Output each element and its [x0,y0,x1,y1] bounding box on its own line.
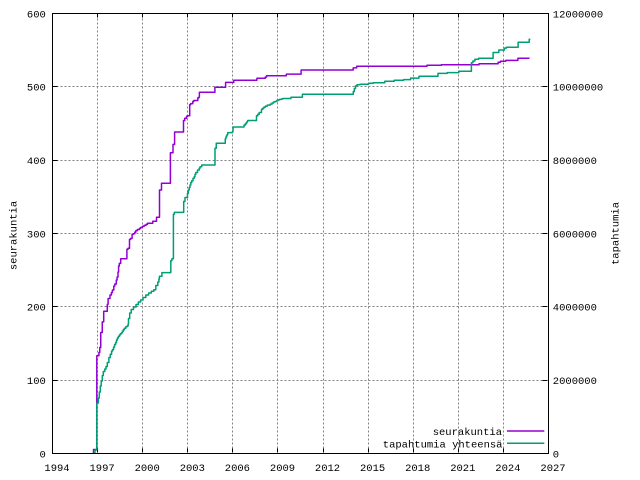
svg-text:2003: 2003 [180,463,205,475]
svg-text:2027: 2027 [540,463,565,475]
svg-text:2024: 2024 [495,463,520,475]
svg-text:500: 500 [27,83,46,95]
svg-text:0: 0 [39,449,45,461]
svg-text:seurakuntia: seurakuntia [9,201,21,270]
svg-text:2006: 2006 [225,463,250,475]
svg-text:6000000: 6000000 [553,229,597,241]
svg-text:4000000: 4000000 [553,303,597,315]
svg-text:1994: 1994 [44,463,69,475]
svg-text:1997: 1997 [89,463,114,475]
svg-text:600: 600 [27,9,46,21]
svg-text:2009: 2009 [270,463,295,475]
svg-text:100: 100 [27,376,46,388]
svg-text:12000000: 12000000 [553,9,603,21]
svg-text:2000000: 2000000 [553,376,597,388]
svg-text:8000000: 8000000 [553,156,597,168]
svg-text:0: 0 [553,449,559,461]
svg-text:2012: 2012 [315,463,340,475]
svg-text:seurakuntia: seurakuntia [433,427,502,439]
svg-text:2015: 2015 [360,463,385,475]
svg-text:200: 200 [27,303,46,315]
svg-text:2000: 2000 [135,463,160,475]
svg-text:10000000: 10000000 [553,83,603,95]
svg-text:300: 300 [27,229,46,241]
svg-text:400: 400 [27,156,46,168]
svg-text:2018: 2018 [405,463,430,475]
svg-text:2021: 2021 [450,463,475,475]
svg-text:tapahtumia: tapahtumia [611,202,623,265]
svg-text:tapahtumia yhteensä: tapahtumia yhteensä [383,440,503,452]
